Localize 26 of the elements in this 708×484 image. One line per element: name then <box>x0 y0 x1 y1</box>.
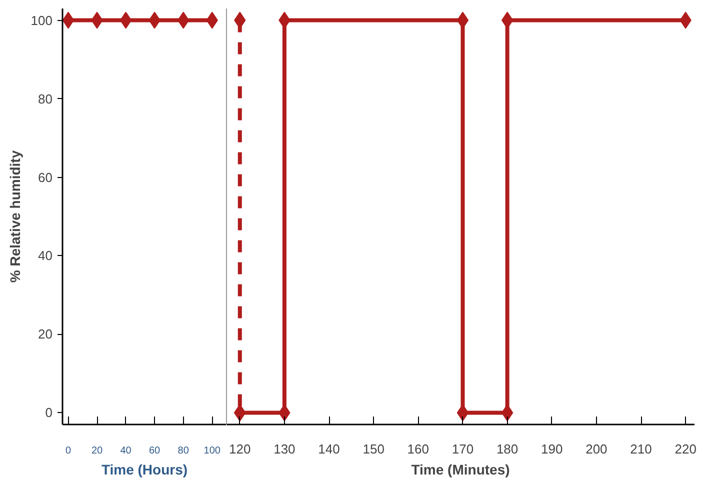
x-tick-label: 130 <box>274 442 296 456</box>
x-tick-label: 20 <box>91 446 104 456</box>
x-tick-label: 200 <box>586 442 608 456</box>
x-tick-label: 120 <box>229 442 251 456</box>
x-tick-label: 220 <box>674 442 696 456</box>
y-tick-label: 60 <box>38 170 53 185</box>
x-tick-label: 80 <box>178 446 190 456</box>
x-tick-label: 0 <box>65 446 72 456</box>
y-tick-label: 40 <box>38 248 53 264</box>
x-tick-label: 40 <box>120 446 132 456</box>
x-tick-label: 160 <box>407 442 430 456</box>
x-tick-label: 60 <box>149 446 161 456</box>
x-tick-label: 150 <box>362 442 384 456</box>
x-axis-title: Time (Minutes) <box>411 462 510 478</box>
x-tick-label: 140 <box>318 442 340 456</box>
x-tick-label: 170 <box>452 442 474 456</box>
y-tick-label: 80 <box>38 91 53 106</box>
x-axis-title: Time (Hours) <box>101 462 188 478</box>
x-tick-label: 100 <box>204 446 221 456</box>
x-tick-label: 190 <box>541 442 563 456</box>
y-tick-label: 0 <box>45 405 53 420</box>
y-tick-label: 20 <box>38 326 53 342</box>
x-tick-label: 210 <box>630 442 652 456</box>
x-tick-label: 180 <box>496 442 518 456</box>
y-tick-label: 100 <box>30 12 53 28</box>
y-axis-title: % Relative humidity <box>6 150 23 283</box>
